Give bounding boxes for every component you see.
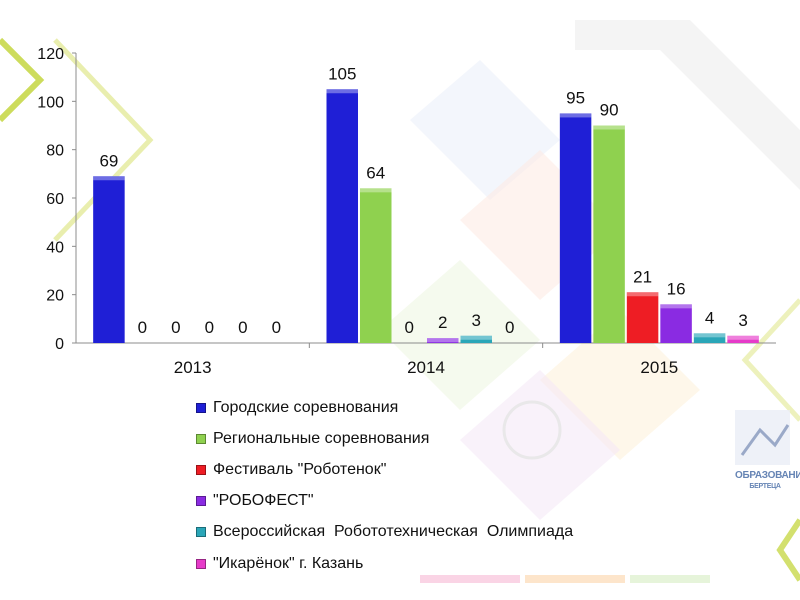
data-label: 0 <box>138 318 147 337</box>
bar-highlight <box>660 304 692 309</box>
legend-swatch <box>196 402 206 413</box>
legend-label: Региональные соревнования <box>213 429 430 447</box>
bar <box>460 335 492 343</box>
data-label: 21 <box>633 267 652 286</box>
legend-label: "РОБОФЕСТ" <box>213 492 314 510</box>
y-tick-label: 100 <box>37 94 64 111</box>
bar <box>626 292 659 343</box>
bar <box>727 335 759 343</box>
y-tick-label: 120 <box>37 46 64 63</box>
data-label: 90 <box>600 101 619 120</box>
bar-highlight <box>460 335 492 340</box>
data-label: 3 <box>738 311 747 330</box>
bar <box>326 89 358 343</box>
data-label: 0 <box>205 318 214 337</box>
legend-item: Городские соревнования <box>196 392 573 423</box>
data-label: 0 <box>171 318 180 337</box>
legend-item: Фестиваль "Роботенок" <box>196 454 573 485</box>
bar <box>427 338 459 343</box>
data-label: 105 <box>328 64 356 83</box>
bar-highlight <box>626 292 659 297</box>
data-label: 3 <box>472 311 481 330</box>
legend-label: Фестиваль "Роботенок" <box>213 460 387 478</box>
data-label: 2 <box>438 313 447 332</box>
data-label: 0 <box>405 318 414 337</box>
legend-label: Городские соревнования <box>213 398 399 416</box>
x-tick-label: 2014 <box>407 358 445 377</box>
bar-highlight <box>326 89 358 94</box>
data-label: 16 <box>667 279 686 298</box>
bar <box>593 125 625 343</box>
bar <box>360 188 392 343</box>
data-label: 0 <box>505 318 514 337</box>
legend-item: "РОБОФЕСТ" <box>196 486 573 517</box>
data-label: 0 <box>272 318 281 337</box>
bar <box>693 333 726 343</box>
legend-swatch <box>196 433 206 444</box>
data-label: 4 <box>705 308 714 327</box>
data-label: 64 <box>366 163 385 182</box>
logo-title: ОБРАЗОВАНИЕ <box>735 470 800 481</box>
bar-highlight <box>693 333 726 338</box>
data-label: 0 <box>238 318 247 337</box>
bar <box>660 304 692 343</box>
legend-swatch <box>196 527 206 538</box>
bar-highlight <box>593 125 625 130</box>
y-tick-label: 80 <box>46 143 64 160</box>
legend-item: Региональные соревнования <box>196 423 573 454</box>
legend-swatch <box>196 558 206 569</box>
bar-highlight <box>727 335 759 340</box>
x-tick-label: 2013 <box>174 358 212 377</box>
x-tick-label: 2015 <box>640 358 678 377</box>
data-label: 69 <box>99 151 118 170</box>
y-tick-label: 40 <box>46 239 64 256</box>
legend-swatch <box>196 464 206 475</box>
bar-highlight <box>559 113 592 118</box>
legend-item: "Икарёнок" г. Казань <box>196 548 573 579</box>
bar-highlight <box>360 188 392 193</box>
bar-highlight <box>427 338 459 343</box>
bar <box>559 113 592 344</box>
bar-highlight <box>93 176 125 181</box>
data-label: 95 <box>566 88 585 107</box>
logo-subtitle: БЕРТЕЦА <box>749 483 781 490</box>
y-tick-label: 60 <box>46 191 64 208</box>
legend-item: Всероссийская Робототехническая Олимпиад… <box>196 517 573 548</box>
legend-label: "Икарёнок" г. Казань <box>213 554 364 572</box>
logo: ОБРАЗОВАНИЕ БЕРТЕЦА <box>735 470 800 492</box>
legend-label: Всероссийская Робототехническая Олимпиад… <box>213 523 574 541</box>
y-tick-label: 20 <box>46 288 64 305</box>
chart-legend: Городские соревнования Региональные соре… <box>196 392 573 579</box>
bar <box>93 176 125 343</box>
y-tick-label: 0 <box>55 336 64 353</box>
legend-swatch <box>196 496 206 507</box>
